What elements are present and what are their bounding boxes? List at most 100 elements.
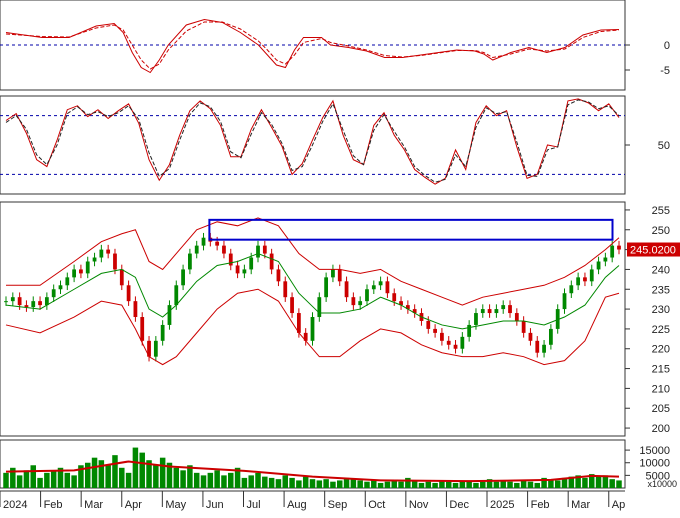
price-y-tick-label: 200	[652, 423, 670, 435]
volume-bar	[146, 460, 152, 488]
volume-bar	[439, 480, 445, 488]
volume-bar	[187, 465, 193, 488]
price-candle-body	[31, 301, 36, 308]
price-candle-body	[474, 313, 478, 325]
volume-bar	[241, 477, 248, 488]
price-candle-body	[140, 317, 145, 341]
bollinger-upper-line	[6, 217, 620, 306]
price-candle-body	[494, 309, 499, 314]
price-candle-body	[542, 344, 546, 353]
volume-bar	[411, 480, 418, 488]
price-candle-body	[446, 340, 451, 345]
last-price-label: 245.0200	[630, 245, 676, 257]
price-y-tick-label: 255	[652, 205, 670, 217]
price-candle-body	[453, 344, 458, 349]
volume-bar	[112, 455, 118, 488]
volume-bar	[132, 447, 139, 488]
price-candle-body	[351, 297, 356, 306]
price-candle-body	[290, 297, 294, 314]
volume-bar	[452, 482, 459, 488]
price-candle-body	[160, 324, 165, 341]
volume-bar	[336, 480, 343, 488]
price-candle-body	[392, 293, 397, 302]
price-candle-body	[17, 297, 22, 306]
price-candle-body	[283, 281, 288, 298]
price-candle-body	[358, 301, 363, 306]
volume-bar	[500, 480, 506, 488]
volume-bar	[316, 480, 323, 488]
price-candle-body	[344, 281, 349, 298]
price-candle-body	[262, 245, 267, 254]
price-candle-body	[38, 301, 42, 306]
price-candle-body	[589, 269, 594, 282]
stochastic-y-tick-label: 50	[658, 140, 670, 152]
volume-bar	[350, 479, 357, 488]
volume-bar	[44, 472, 50, 488]
price-candle-body	[242, 269, 247, 274]
price-candle-body	[617, 245, 621, 250]
price-candle-body	[521, 320, 526, 333]
price-candle-body	[467, 324, 472, 337]
volume-bar	[153, 465, 159, 488]
volume-bar	[91, 457, 98, 488]
volume-bar	[405, 477, 411, 488]
volume-bar	[323, 479, 329, 488]
x-axis-label: Jun	[206, 499, 224, 511]
price-candle-body	[433, 328, 437, 333]
price-candle-body	[44, 297, 49, 306]
volume-bar	[575, 475, 581, 488]
volume-bar	[480, 481, 486, 488]
price-candle-body	[610, 245, 615, 258]
volume-bar	[125, 472, 132, 488]
volume-y-tick-label: 15000	[639, 445, 670, 457]
price-candle-body	[249, 257, 254, 270]
volume-bar	[262, 476, 268, 488]
volume-unit-label: x10000	[647, 479, 677, 489]
volume-bar	[616, 480, 622, 488]
volume-bar	[275, 479, 282, 488]
volume-bar	[166, 462, 173, 488]
price-frame	[0, 201, 626, 437]
volume-bar	[37, 477, 43, 488]
volume-bar	[268, 477, 275, 488]
price-y-tick-label: 230	[652, 304, 670, 316]
x-axis-label: Feb	[44, 499, 63, 511]
volume-bar	[30, 465, 36, 488]
price-candle-body	[10, 297, 15, 302]
price-y-tick-label: 205	[652, 403, 670, 415]
macd-y-tick-label: -5	[660, 65, 670, 77]
volume-bar	[248, 475, 254, 488]
price-y-tick-label: 220	[652, 344, 670, 356]
price-candle-body	[460, 336, 465, 349]
volume-bar	[173, 467, 180, 488]
volume-bar	[371, 480, 377, 488]
price-candle-body	[147, 340, 151, 357]
volume-bar	[309, 479, 316, 488]
price-candle-body	[119, 269, 124, 286]
price-candle-body	[405, 305, 410, 310]
price-candle-body	[276, 269, 281, 282]
x-axis-label: 2025	[490, 499, 514, 511]
price-candle-body	[528, 332, 533, 341]
price-candle-body	[72, 269, 76, 278]
stochastic-signal-line	[5, 99, 620, 183]
price-candle-body	[79, 269, 83, 274]
volume-bar	[432, 482, 438, 488]
volume-bar	[520, 480, 527, 488]
x-axis-label: Nov	[409, 499, 429, 511]
volume-bar	[466, 480, 472, 488]
price-candle-body	[24, 305, 29, 308]
volume-bar	[398, 481, 404, 488]
volume-bar	[84, 462, 91, 488]
volume-bar	[514, 482, 520, 488]
x-axis-label: Sep	[328, 499, 348, 511]
volume-bar	[71, 475, 77, 488]
price-candle-body	[58, 285, 63, 290]
price-candle-body	[583, 277, 587, 282]
price-candle-body	[337, 269, 342, 282]
price-candle-body	[85, 261, 90, 274]
price-candle-body	[317, 297, 322, 318]
volume-bar	[255, 472, 261, 488]
volume-bar	[534, 482, 541, 488]
